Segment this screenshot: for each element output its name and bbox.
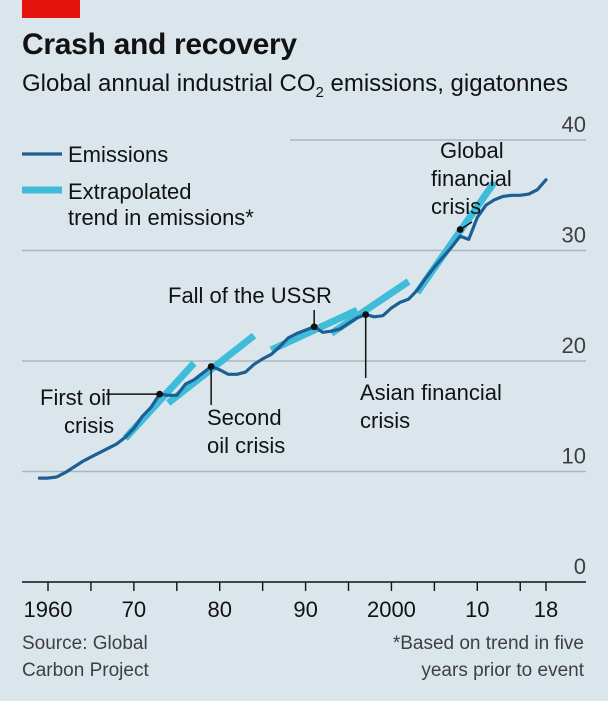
x-tick-label: 18 (534, 597, 558, 622)
source-note: Source: Global Carbon Project (22, 633, 149, 681)
chart-title: Crash and recovery (22, 28, 297, 61)
event-label: oil crisis (207, 433, 285, 458)
event-label: First oil (40, 385, 111, 410)
x-tick-label: 70 (122, 597, 146, 622)
x-tick-label: 2000 (367, 597, 416, 622)
y-tick-label: 30 (562, 223, 586, 248)
footnote: *Based on trend in five years prior to ev… (392, 633, 584, 681)
event-label: crisis (360, 408, 410, 433)
event-label: financial (431, 166, 512, 191)
event-dot (207, 363, 215, 370)
event-dot (456, 226, 464, 233)
event-dot (310, 323, 318, 331)
event-label: crisis (431, 194, 481, 219)
event-dot (362, 311, 370, 318)
event-dot (156, 390, 164, 398)
emissions-line (37, 178, 548, 480)
legend-label: trend in emissions* (68, 205, 254, 230)
x-tick-label: 80 (207, 597, 231, 622)
event-label: Global (440, 138, 504, 163)
x-tick-label: 10 (465, 597, 489, 622)
x-tick-label: 1960 (24, 597, 73, 622)
event-label: Asian financial (360, 380, 502, 405)
event-label: Second (207, 405, 282, 430)
x-tick-label: 90 (293, 597, 317, 622)
brand-tag (22, 0, 80, 18)
legend-label: Extrapolated (68, 179, 192, 204)
chart-subtitle: Global annual industrial CO2 emissions, … (22, 70, 568, 101)
event-label: Fall of the USSR (168, 283, 332, 308)
y-tick-label: 40 (562, 112, 586, 137)
y-tick-label: 20 (562, 333, 586, 358)
y-tick-label: 10 (562, 444, 586, 469)
event-label: crisis (64, 413, 114, 438)
legend-label: Emissions (68, 142, 168, 167)
y-tick-label: 0 (574, 554, 586, 579)
